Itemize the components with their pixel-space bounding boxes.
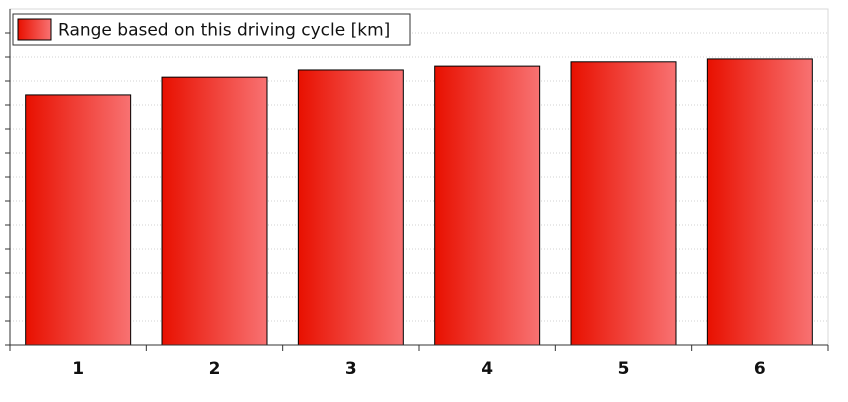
- x-tick-label: 2: [209, 359, 221, 379]
- bar: [161, 76, 268, 346]
- legend-swatch: [17, 18, 52, 41]
- legend: Range based on this driving cycle [km]: [12, 13, 411, 46]
- x-tick-label: 1: [72, 359, 84, 379]
- bars: [25, 58, 813, 346]
- bar: [570, 61, 677, 346]
- x-tick-label: 4: [481, 359, 493, 379]
- x-tick-label: 5: [618, 359, 630, 379]
- bar: [434, 65, 541, 346]
- bar: [25, 94, 132, 346]
- legend-box: [12, 13, 411, 46]
- axes: 1 2 3 4 5 6: [5, 8, 829, 379]
- bar: [706, 58, 813, 346]
- grid: [10, 32, 828, 346]
- x-tick-label: 6: [754, 359, 766, 379]
- legend-label: Range based on this driving cycle [km]: [58, 21, 390, 41]
- x-tick-label: 3: [345, 359, 357, 379]
- bar: [297, 69, 404, 346]
